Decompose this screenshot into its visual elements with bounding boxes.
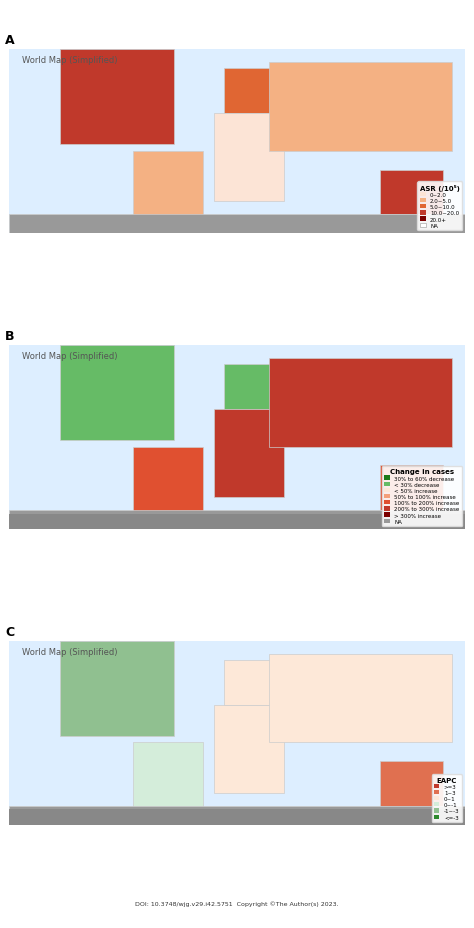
Bar (214, 704, 284, 793)
Legend: 0~2.0, 2.0~5.0, 5.0~10.0, 10.0~20.0, 20.0+, NA: 0~2.0, 2.0~5.0, 5.0~10.0, 10.0~20.0, 20.… (418, 182, 462, 231)
Bar (269, 63, 452, 151)
Bar (380, 466, 443, 510)
Legend: >=3, 1~3, 0~1, 0~-1, -1~-3, <=-3: >=3, 1~3, 0~1, 0~-1, -1~-3, <=-3 (432, 775, 462, 822)
Bar (60, 50, 174, 145)
Text: World Map (Simplified): World Map (Simplified) (22, 56, 118, 65)
Bar (224, 70, 288, 113)
Text: World Map (Simplified): World Map (Simplified) (22, 648, 118, 656)
Bar (224, 661, 288, 704)
Bar (133, 151, 203, 227)
Bar (9, 214, 465, 234)
Bar (9, 510, 465, 529)
Bar (133, 447, 203, 522)
Text: C: C (5, 625, 14, 638)
Bar (224, 365, 288, 409)
Bar (9, 809, 465, 825)
Bar (214, 409, 284, 497)
Bar (214, 113, 284, 202)
Text: World Map (Simplified): World Map (Simplified) (22, 352, 118, 361)
Bar (9, 514, 465, 529)
Bar (380, 762, 443, 806)
Bar (133, 742, 203, 818)
Bar (269, 654, 452, 742)
Bar (380, 171, 443, 214)
Text: A: A (5, 33, 15, 46)
Legend: 30% to 60% decrease, < 30% decrease, < 50% increase, 50% to 100% increase, 100% : 30% to 60% decrease, < 30% decrease, < 5… (382, 467, 462, 526)
Text: B: B (5, 329, 14, 342)
Bar (269, 358, 452, 447)
Bar (60, 346, 174, 441)
Text: DOI: 10.3748/wjg.v29.i42.5751  Copyright ©The Author(s) 2023.: DOI: 10.3748/wjg.v29.i42.5751 Copyright … (135, 900, 339, 906)
Bar (9, 806, 465, 825)
Bar (60, 641, 174, 736)
